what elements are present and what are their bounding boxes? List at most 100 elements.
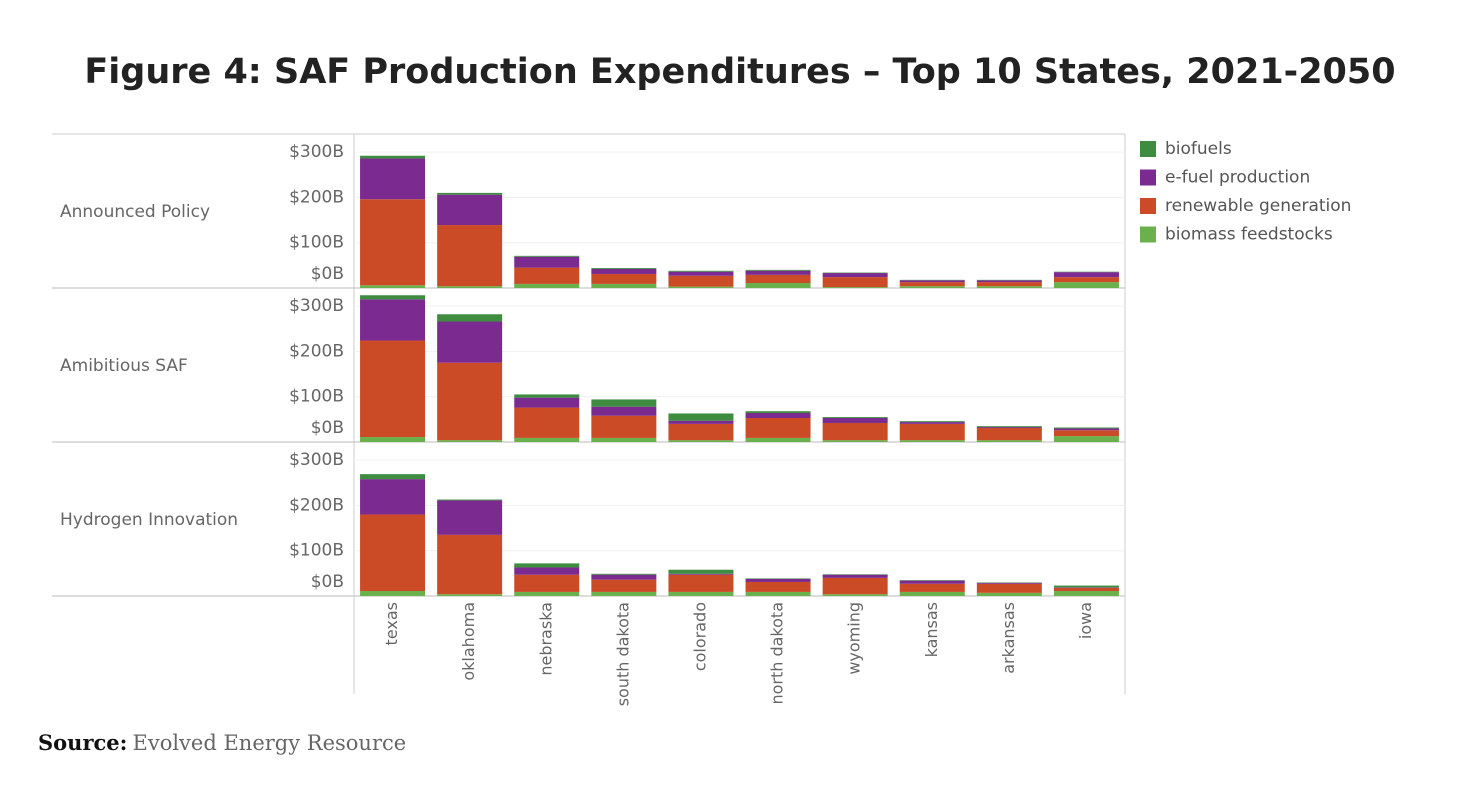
bar-segment [823, 418, 888, 423]
bar-segment [668, 413, 733, 420]
bar-segment [668, 570, 733, 574]
bar-segment [746, 579, 811, 582]
bar-segment [1054, 436, 1119, 442]
bar-segment [360, 514, 425, 591]
legend-swatch [1140, 141, 1156, 157]
bar-segment [1054, 588, 1119, 591]
bar-segment [514, 394, 579, 397]
bar-segment [591, 274, 656, 284]
y-tick-label: $0B [311, 572, 344, 592]
x-tick-label: wyoming [845, 602, 864, 675]
bar-segment [591, 580, 656, 592]
bar-segment [514, 438, 579, 442]
bar-segment [668, 271, 733, 272]
bar-segment [591, 399, 656, 406]
bar-segment [514, 284, 579, 288]
bar-segment [668, 287, 733, 288]
bar-segment [437, 440, 502, 442]
legend-label: biomass feedstocks [1165, 225, 1333, 245]
y-tick-label: $100B [289, 233, 344, 253]
bar-segment [823, 287, 888, 288]
bar-segment [1054, 277, 1119, 282]
bar-segment [591, 284, 656, 288]
bar-segment [977, 583, 1042, 584]
bar-segment [668, 421, 733, 424]
bar-segment [591, 592, 656, 596]
y-tick-label: $300B [289, 296, 344, 316]
row-label: Amibitious SAF [60, 356, 188, 376]
x-tick-label: oklahoma [459, 602, 478, 681]
bar-segment [746, 411, 811, 413]
x-tick-label: texas [382, 602, 401, 645]
bar-segment [437, 314, 502, 321]
bar-segment [668, 592, 733, 596]
bar-segment [1054, 428, 1119, 429]
y-tick-label: $300B [289, 450, 344, 470]
bar-segment [591, 268, 656, 269]
bar-segment [360, 474, 425, 479]
bar-segment [668, 424, 733, 440]
y-tick-label: $300B [289, 142, 344, 162]
bar-segment [900, 422, 965, 424]
bar-segment [977, 440, 1042, 442]
bar-segment [977, 428, 1042, 440]
bar-segment [746, 592, 811, 596]
bar-segment [591, 407, 656, 416]
x-tick-label: north dakota [768, 602, 787, 705]
x-tick-label: nebraska [536, 602, 555, 676]
bar-segment [437, 500, 502, 534]
source-text: Evolved Energy Resource [133, 731, 407, 755]
bar-segment [514, 268, 579, 284]
bar-segment [1054, 586, 1119, 588]
bar-segment [900, 421, 965, 422]
bar-segment [1054, 272, 1119, 277]
bar-segment [1054, 282, 1119, 288]
legend-label: e-fuel production [1165, 168, 1310, 188]
x-tick-label: iowa [1076, 602, 1095, 639]
bar-segment [977, 286, 1042, 288]
row-label: Hydrogen Innovation [60, 510, 238, 530]
bar-segment [437, 195, 502, 225]
bar-segment [514, 567, 579, 574]
bar-segment [437, 500, 502, 501]
bar-segment [668, 575, 733, 592]
row-label: Announced Policy [60, 202, 210, 222]
bar-segment [360, 341, 425, 437]
bar-segment [360, 199, 425, 285]
bar-segment [823, 575, 888, 578]
bar-segment [823, 423, 888, 440]
y-tick-label: $200B [289, 341, 344, 361]
bar-segment [360, 591, 425, 596]
bar-segment [1054, 428, 1119, 430]
bar-segment [591, 416, 656, 438]
bar-segment [977, 426, 1042, 427]
legend-label: biofuels [1165, 139, 1232, 159]
bar-segment [437, 535, 502, 594]
bar-segment [437, 225, 502, 286]
bar-segment [668, 440, 733, 442]
bar-segment [668, 276, 733, 287]
bar-segment [437, 193, 502, 195]
bar-segment [900, 424, 965, 440]
y-tick-label: $0B [311, 264, 344, 284]
bar-segment [900, 584, 965, 592]
bar-segment [437, 286, 502, 288]
bar-segment [900, 581, 965, 584]
bar-segment [900, 280, 965, 282]
bar-segment [514, 563, 579, 567]
bar-segment [591, 574, 656, 575]
bar-segment [514, 408, 579, 438]
bar-segment [514, 256, 579, 257]
bar-segment [746, 283, 811, 288]
x-tick-label: colorado [690, 602, 709, 671]
bar-segment [514, 398, 579, 408]
source-label: Source: [38, 730, 127, 755]
bar-segment [977, 584, 1042, 593]
bar-segment [591, 438, 656, 442]
bar-segment [360, 299, 425, 340]
bar-segment [437, 594, 502, 596]
bar-segment [360, 437, 425, 442]
bar-segment [668, 574, 733, 575]
bar-segment [823, 417, 888, 418]
